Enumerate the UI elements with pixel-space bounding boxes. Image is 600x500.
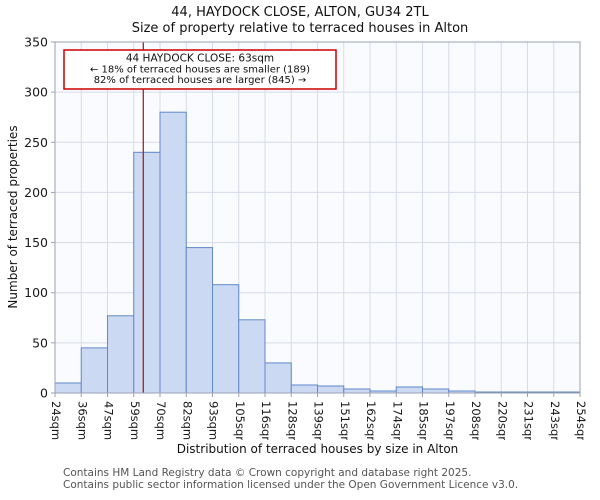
histogram-bar (107, 315, 135, 394)
footer-line-1: Contains HM Land Registry data © Crown c… (63, 467, 472, 479)
annotation-larger: 82% of terraced houses are larger (845) … (94, 75, 307, 86)
chart-subtitle: Size of property relative to terraced ho… (131, 21, 469, 36)
footer-line-2: Contains public sector information licen… (63, 478, 519, 491)
x-tick-label: 151sqm (338, 401, 352, 440)
histogram-bar (54, 382, 82, 394)
chart-title: 44, HAYDOCK CLOSE, ALTON, GU34 2TL (171, 5, 429, 20)
y-tick-label: 300 (24, 85, 48, 100)
x-tick-label: 243sqm (548, 401, 562, 440)
x-tick-label: 93sqm (207, 401, 221, 440)
x-tick-label: 128sqm (285, 401, 299, 440)
histogram-bars (54, 111, 581, 394)
x-tick-label: 185sqm (417, 401, 431, 440)
histogram-bar (343, 388, 371, 394)
y-axis: 0 50 100 150 200 250 300 350 (24, 36, 55, 401)
x-tick-label: 82sqm (180, 401, 194, 440)
histogram-bar (317, 385, 345, 394)
histogram-bar (422, 388, 450, 394)
y-tick-label: 250 (24, 135, 48, 150)
x-tick-label: 220sqm (495, 401, 509, 440)
x-axis-title: Distribution of terraced houses by size … (176, 442, 459, 456)
x-tick-label: 231sqm (522, 401, 536, 440)
histogram-bar (159, 111, 187, 394)
histogram-bar (290, 384, 318, 394)
x-axis: 24sqm 36sqm 47sqm 59sqm 70sqm 82sqm 93sqm 105sq… (49, 393, 588, 440)
histogram-bar (395, 386, 423, 394)
y-tick-label: 200 (24, 185, 48, 200)
y-tick-label: 350 (24, 36, 48, 50)
histogram-bar (238, 319, 266, 394)
x-tick-label: 139sqm (312, 401, 326, 440)
histogram-bar (80, 347, 108, 394)
x-tick-label: 59sqm (128, 401, 142, 440)
x-tick-label: 36sqm (75, 401, 89, 440)
x-tick-label: 105sqm (233, 401, 247, 440)
x-tick-label: 197sqm (443, 401, 457, 440)
footer: Contains HM Land Registry data © Crown c… (63, 467, 519, 491)
annotation-title: 44 HAYDOCK CLOSE: 63sqm (126, 53, 274, 65)
y-tick-label: 0 (40, 386, 48, 401)
x-tick-label: 174sqm (390, 401, 404, 440)
histogram-bar (212, 284, 240, 394)
x-tick-label: 162sqm (364, 401, 378, 440)
annotation-box: 44 HAYDOCK CLOSE: 63sqm← 18% of terraced… (63, 49, 337, 90)
x-tick-label: 116sqm (259, 401, 273, 440)
histogram-bar (133, 151, 161, 394)
x-tick-label: 24sqm (49, 401, 63, 440)
y-tick-label: 100 (24, 285, 48, 300)
x-tick-label: 208sqm (469, 401, 483, 440)
y-tick-label: 50 (32, 335, 48, 350)
histogram-bar (264, 362, 292, 394)
histogram-bar (185, 247, 213, 394)
x-tick-label: 47sqm (102, 401, 116, 440)
y-tick-label: 150 (24, 235, 48, 250)
histogram-chart: 0 50 100 150 200 250 300 350 24sqm 36sqm 47sqm 59sq… (24, 36, 588, 440)
x-tick-label: 254sqm (574, 401, 588, 440)
x-tick-label: 70sqm (154, 401, 168, 440)
annotation-smaller: ← 18% of terraced houses are smaller (18… (90, 65, 310, 76)
